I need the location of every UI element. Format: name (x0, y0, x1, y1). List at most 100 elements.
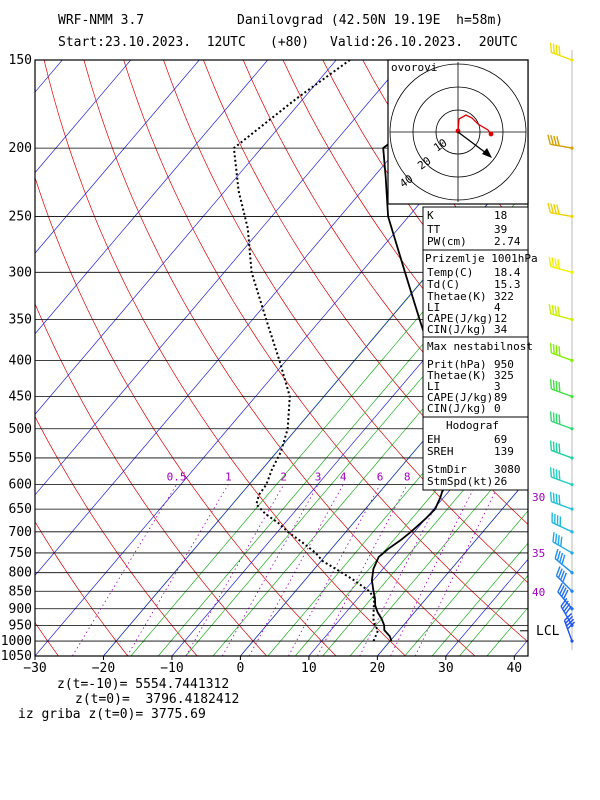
pressure-tick-label: 300 (9, 265, 32, 280)
indices-panel: K 18 TT 39 PW(cm) 2.74 Prizemlje 1001hPa… (422, 206, 538, 491)
wind-barb-feather (552, 43, 555, 54)
wind-barb-feather (558, 346, 561, 357)
mixing-ratio-label: 0.5 (167, 471, 187, 484)
run-start: Start:23.10.2023. 12UTC (58, 35, 246, 50)
pressure-tick-label: 900 (9, 602, 32, 617)
mixing-ratio-line (248, 484, 344, 656)
index-label: Td(C) (427, 278, 460, 291)
wind-barb (549, 343, 574, 363)
wind-barb-feather (560, 597, 568, 607)
wind-barb-shaft (563, 620, 573, 642)
wind-barb-shaft (554, 558, 573, 574)
wind-barb-dot (570, 607, 574, 611)
wind-barb-feather (553, 135, 557, 146)
wind-barb-shaft (551, 476, 573, 486)
wind-barb-feather (556, 136, 560, 147)
wind-barb-shaft (552, 541, 573, 554)
index-label: TT (427, 223, 441, 236)
wind-barb (549, 467, 574, 487)
wind-barb-feather (551, 304, 555, 315)
wind-barb-dot (570, 270, 574, 274)
wind-barb-dot (570, 214, 574, 219)
wind-barb-dot (570, 358, 574, 363)
index-value: 12 (494, 312, 507, 325)
mixing-ratio-label: 2 (280, 471, 287, 484)
dewpoint-curve (232, 60, 380, 642)
wind-barb-feather (555, 381, 558, 392)
wind-barb (548, 303, 574, 322)
wind-barb-feather (552, 532, 555, 543)
wind-barb-feather (555, 442, 558, 453)
hodograph-ring-label-3: 40 (397, 172, 415, 190)
wind-barb-dot (570, 639, 574, 643)
isotherm (171, 236, 528, 656)
index-value: 0 (494, 402, 501, 415)
wind-barb (554, 548, 574, 575)
wind-barb-feather (555, 469, 558, 480)
index-value: 3080 (494, 463, 521, 476)
mixing-ratio-line (288, 484, 381, 656)
wind-barb-feather (549, 411, 553, 422)
isotherm (35, 60, 132, 174)
isotherm (308, 397, 528, 656)
wind-barb-feather (558, 470, 561, 481)
temperature-tick-label: 0 (237, 661, 245, 676)
wind-barb (547, 202, 574, 219)
wind-barb-feather (561, 600, 569, 610)
hodograph-end-dot (488, 131, 494, 137)
wind-barb-feather (557, 259, 561, 270)
index-label: CAPE(J/kg) (427, 312, 493, 325)
wind-barb-feather (550, 135, 554, 145)
wind-barb-dot (570, 427, 574, 431)
mixing-ratio-label: 8 (404, 471, 411, 484)
index-value: 322 (494, 290, 514, 303)
storm-motion-arrowhead (482, 148, 492, 158)
index-value: 18 (494, 209, 507, 222)
height-t-zero: z(t=0)= 3796.4182412 (75, 692, 240, 707)
wind-barb-feather (558, 494, 561, 505)
index-label: K (427, 209, 434, 222)
mixing-ratio-label: 3 (315, 471, 322, 484)
wind-barb-shaft (551, 521, 573, 533)
dry-adiabat (35, 302, 267, 656)
index-value: 3 (494, 380, 501, 393)
isotherm (35, 60, 405, 496)
index-label: LI (427, 380, 440, 393)
wind-barb-feather (549, 379, 553, 390)
pressure-tick-label: 150 (9, 53, 32, 68)
wind-barb-feather (558, 45, 561, 56)
wind-barb (563, 613, 576, 643)
wind-barb-shaft (551, 449, 573, 459)
wind-barb-feather (556, 204, 560, 215)
index-label: CIN(J/kg) (427, 402, 487, 415)
wind-barb-dot (570, 394, 574, 399)
wind-barb-dot (570, 482, 574, 487)
wind-barb-feather (552, 412, 555, 423)
index-value: 4 (494, 301, 501, 314)
index-value: 2.74 (494, 235, 521, 248)
wind-barb-feather (565, 615, 574, 624)
temperature-curve (370, 60, 498, 642)
wind-barb-feather (555, 566, 561, 576)
dry-adiabat (163, 60, 528, 584)
isotherm (583, 60, 600, 656)
wind-barb-feather (567, 621, 576, 630)
hodograph-title: ovorovi (391, 61, 437, 74)
dry-adiabat (521, 60, 528, 70)
pressure-tick-label: 450 (9, 389, 32, 404)
wind-barb-feather (547, 202, 552, 213)
wind-barb-feather (551, 257, 555, 268)
wind-barb-feather (554, 513, 556, 524)
wind-barb-feather (548, 303, 552, 314)
mixing-ratio-line (222, 484, 319, 656)
wind-barb-feather (557, 582, 563, 593)
wind-barb-feather (552, 344, 555, 354)
wind-barb-feather (554, 548, 559, 559)
wind-barb-feather (549, 467, 553, 478)
wind-barb-feather (556, 515, 559, 526)
wind-barb-feather (549, 491, 553, 502)
moist-adiabat (158, 219, 528, 656)
wind-barb-feather (553, 203, 557, 214)
index-section-title: Max nestabilnost (427, 340, 533, 353)
